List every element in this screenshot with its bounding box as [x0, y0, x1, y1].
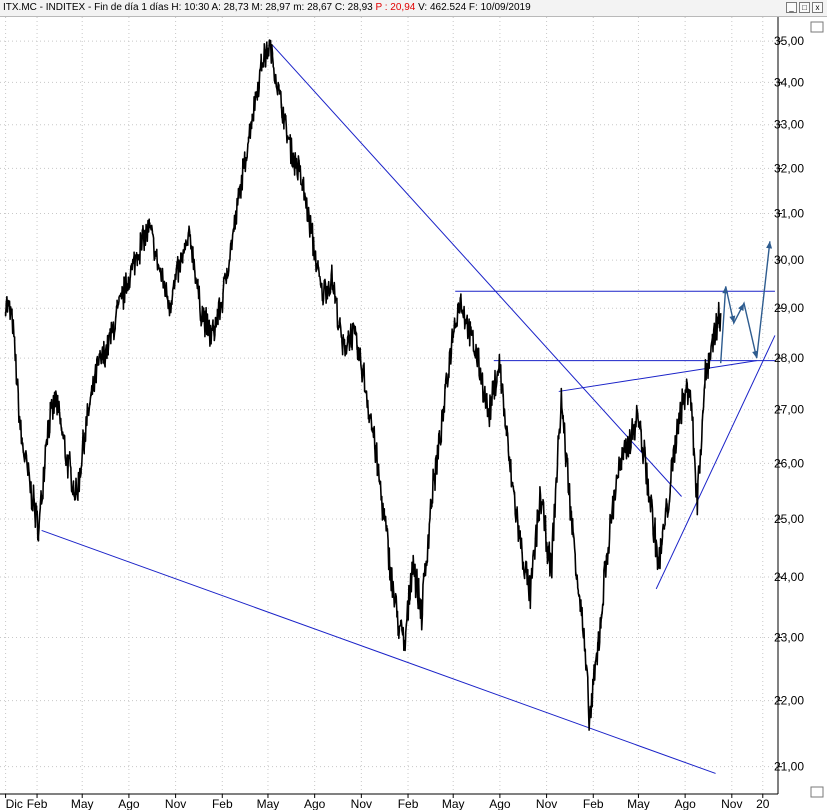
y-tick-label: 28,00: [774, 351, 804, 365]
forecast-arrowhead: [729, 315, 736, 324]
x-tick-label: May: [257, 797, 280, 810]
forecast-arrowhead: [752, 350, 759, 359]
x-tick-label: May: [71, 797, 94, 810]
maximize-button[interactable]: □: [799, 2, 810, 13]
minimize-button[interactable]: _: [786, 2, 797, 13]
symbol-label: ITX.MC - INDITEX - Fin de día 1 días: [3, 2, 169, 13]
y-tick-label: 27,00: [774, 403, 804, 417]
x-axis-ticks: Dic Feb May Ago Nov Feb May Ago Nov Feb May Ago Nov F…: [5, 794, 770, 810]
scale-up-button[interactable]: [810, 21, 824, 33]
x-tick-label: Ago: [489, 797, 511, 810]
y-tick-label: 21,00: [774, 760, 804, 774]
y-tick-label: 33,00: [774, 118, 804, 132]
open-label: A: 28,73: [211, 2, 249, 13]
x-tick-label: Ago: [118, 797, 140, 810]
volume-label: V: 462.524: [418, 2, 467, 13]
x-tick-label: Ago: [304, 797, 326, 810]
y-tick-label: 32,00: [774, 161, 804, 175]
close-button[interactable]: x: [812, 2, 823, 13]
x-tick-label: Ago: [674, 797, 696, 810]
low-label: m: 28,67: [293, 2, 333, 13]
x-tick-label: Feb: [398, 797, 419, 810]
x-tick-label: Feb: [583, 797, 604, 810]
y-tick-label: 23,00: [774, 630, 804, 644]
y-tick-label: 24,00: [774, 570, 804, 584]
x-tick-label: Nov: [351, 797, 372, 810]
y-tick-label: 29,00: [774, 301, 804, 315]
trendline: [272, 44, 682, 497]
forecast-arrowhead: [738, 303, 744, 311]
x-tick-label: Nov: [165, 797, 186, 810]
high-label: M: 28,97: [251, 2, 291, 13]
y-tick-label: 31,00: [774, 207, 804, 221]
y-tick-label: 35,00: [774, 34, 804, 48]
chart-background: [0, 17, 827, 810]
forecast-arrowhead: [766, 241, 773, 249]
price-series: [4, 39, 722, 731]
x-tick-label: Feb: [27, 797, 48, 810]
x-tick-label: Nov: [536, 797, 557, 810]
trendline: [655, 335, 776, 590]
trendline: [41, 529, 716, 774]
window-controls: _ □ x: [786, 2, 823, 13]
chart-grid: [0, 17, 778, 794]
forecast-arrowhead: [722, 286, 729, 294]
quote-header: ITX.MC - INDITEX - Fin de día 1 días H: …: [3, 0, 531, 16]
y-tick-label: 22,00: [774, 694, 804, 708]
price-line: [4, 39, 722, 731]
scale-bar[interactable]: [810, 21, 824, 798]
y-tick-label: 34,00: [774, 75, 804, 89]
forecast-line: [720, 241, 771, 364]
trendlines: [41, 44, 776, 774]
x-tick-label: Feb: [212, 797, 233, 810]
scale-down-button[interactable]: [810, 786, 824, 798]
price-label: P : 20,94: [375, 2, 416, 13]
y-tick-label: 26,00: [774, 456, 804, 470]
forecast-path: [720, 241, 773, 364]
close-label: C: 28,93: [334, 2, 373, 13]
x-tick-label: Nov: [721, 797, 742, 810]
chart-titlebar: ITX.MC - INDITEX - Fin de día 1 días H: …: [0, 0, 827, 17]
trendline: [558, 360, 757, 392]
time-label: H: 10:30: [171, 2, 210, 13]
x-tick-label: May: [627, 797, 650, 810]
x-tick-label: Dic: [6, 797, 23, 810]
y-tick-label: 30,00: [774, 253, 804, 267]
y-tick-label: 25,00: [774, 512, 804, 526]
date-label: F: 10/09/2019: [468, 2, 531, 13]
x-tick-label: 20: [756, 797, 770, 810]
y-axis-ticks: 35,00 34,00 33,00 32,00 31,00 30,00 29,00 28,00…: [774, 34, 804, 774]
x-tick-label: May: [442, 797, 465, 810]
